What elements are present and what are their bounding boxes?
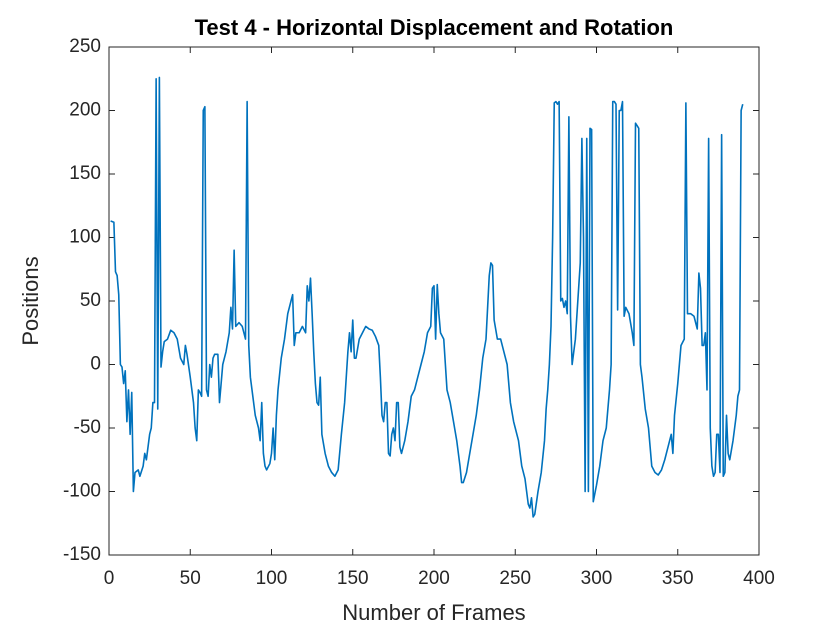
y-tick-label: 200	[69, 100, 101, 121]
x-axis-label: Number of Frames	[342, 600, 525, 625]
data-line	[110, 76, 744, 518]
x-tick-label: 350	[662, 568, 694, 589]
x-tick-label: 400	[743, 568, 775, 589]
y-tick-label: 150	[69, 163, 101, 184]
x-tick-label: 100	[256, 568, 288, 589]
y-tick-label: -150	[63, 544, 101, 565]
y-tick-label: -50	[74, 417, 101, 438]
y-tick-label: 50	[80, 290, 101, 311]
x-tick-label: 0	[104, 568, 115, 589]
y-tick-label: 250	[69, 36, 101, 57]
y-axis-label: Positions	[18, 256, 43, 345]
x-tick-label: 300	[581, 568, 613, 589]
x-tick-label: 50	[180, 568, 201, 589]
y-tick-label: 0	[90, 354, 101, 375]
y-tick-label: 100	[69, 227, 101, 248]
x-tick-label: 250	[499, 568, 531, 589]
chart-title: Test 4 - Horizontal Displacement and Rot…	[195, 15, 674, 40]
y-tick-label: -100	[63, 481, 101, 502]
x-tick-label: 200	[418, 568, 450, 589]
x-tick-label: 150	[337, 568, 369, 589]
